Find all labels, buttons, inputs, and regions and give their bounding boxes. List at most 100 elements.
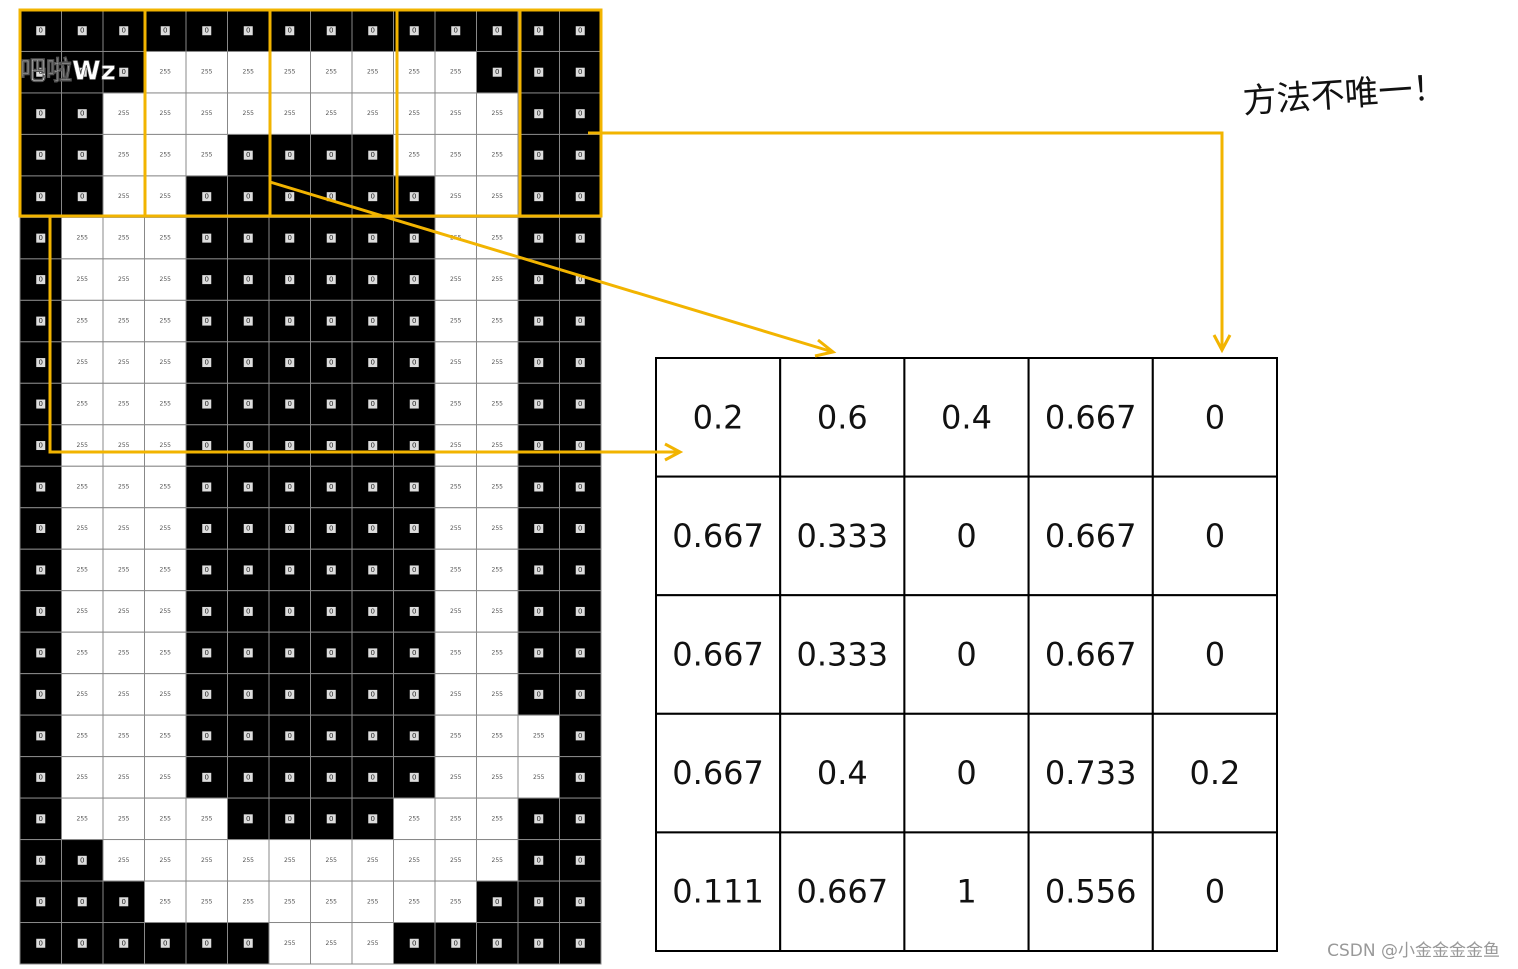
matrix-value: 0.333 — [796, 517, 888, 555]
pixel-value: 0 — [246, 939, 250, 947]
pixel-value: 255 — [492, 110, 504, 117]
pixel-value: 255 — [450, 110, 462, 117]
pixel-value: 255 — [492, 815, 504, 822]
pixel-cell — [434, 299, 477, 343]
footer-watermark: CSDN @小金金金金鱼 — [1327, 941, 1500, 961]
pixel-badge — [285, 772, 295, 782]
pixel-value: 0 — [246, 524, 250, 532]
pixel-value: 0 — [578, 773, 582, 781]
pixel-badge — [119, 938, 129, 948]
pixel-badge — [202, 316, 212, 326]
pixel-value: 0 — [205, 234, 209, 242]
pixel-value: 0 — [537, 68, 541, 76]
pixel-value: 255 — [450, 484, 462, 491]
pixel-value: 0 — [122, 68, 126, 76]
pixel-value: 255 — [326, 898, 338, 905]
pixel-cell — [351, 880, 394, 924]
pixel-value: 0 — [80, 27, 84, 35]
pixel-badge — [575, 814, 585, 824]
pixel-cell — [559, 922, 602, 965]
pixel-value: 0 — [371, 234, 375, 242]
arrow-head — [664, 442, 684, 462]
pixel-value: 255 — [160, 691, 172, 698]
pixel-badge — [243, 938, 253, 948]
pixel-value: 0 — [39, 68, 43, 76]
matrix-value: 0 — [956, 517, 976, 555]
pixel-badge — [451, 26, 461, 36]
pixel-badge — [285, 648, 295, 658]
pixel-value: 0 — [329, 27, 333, 35]
matrix-value: 0 — [1205, 873, 1225, 911]
pixel-value: 0 — [80, 151, 84, 159]
pixel-value: 255 — [118, 442, 130, 449]
matrix-value: 0.667 — [672, 754, 764, 792]
pixel-value: 0 — [80, 110, 84, 118]
pixel-badge — [202, 26, 212, 36]
pixel-value: 255 — [201, 815, 213, 822]
pixel-badge — [409, 731, 419, 741]
matrix-value: 0.111 — [672, 873, 764, 911]
matrix-value: 0.4 — [817, 754, 868, 792]
pixel-badge — [368, 26, 378, 36]
pixel-value: 255 — [77, 235, 89, 242]
pixel-value: 0 — [329, 732, 333, 740]
pixel-cell — [310, 50, 353, 94]
pixel-value: 255 — [243, 69, 255, 76]
pixel-value: 0 — [371, 151, 375, 159]
pixel-badge — [368, 814, 378, 824]
pixel-badge — [36, 441, 46, 451]
pixel-grid: 0 0 0 0 0 0 0 0 0 0 0 0 0 0 0 0 0 255 255 255 255 255 255 255 25… — [19, 9, 602, 965]
pixel-value: 255 — [492, 525, 504, 532]
pixel-badge — [77, 67, 87, 77]
arrow — [48, 216, 680, 454]
pixel-value: 0 — [371, 732, 375, 740]
pixel-value: 255 — [492, 442, 504, 449]
pixel-cell — [476, 548, 519, 592]
pixel-badge — [326, 192, 336, 202]
pixel-value: 0 — [329, 566, 333, 574]
pixel-badge — [575, 67, 585, 77]
pixel-value: 0 — [39, 524, 43, 532]
pixel-value: 0 — [205, 276, 209, 284]
pixel-value: 255 — [201, 857, 213, 864]
pixel-badge — [534, 192, 544, 202]
pixel-value: 0 — [288, 607, 292, 615]
matrix-value: 0 — [956, 754, 976, 792]
pixel-badge — [77, 192, 87, 202]
matrix-cell — [779, 712, 906, 834]
matrix-value: 0.667 — [672, 636, 764, 674]
pixel-cell — [434, 133, 477, 177]
pixel-badge — [409, 565, 419, 575]
pixel-value: 0 — [39, 151, 43, 159]
pixel-value: 0 — [578, 400, 582, 408]
pixel-value: 255 — [326, 940, 338, 947]
pixel-value: 0 — [329, 151, 333, 159]
pixel-value: 0 — [329, 317, 333, 325]
pixel-value: 255 — [492, 608, 504, 615]
pixel-value: 255 — [492, 649, 504, 656]
pixel-value: 0 — [39, 483, 43, 491]
pixel-value: 0 — [39, 110, 43, 118]
pixel-cell — [434, 424, 477, 467]
matrix-value: 0 — [1205, 517, 1225, 555]
matrix-value: 1 — [956, 873, 976, 911]
pixel-value: 255 — [492, 193, 504, 200]
pixel-badge — [243, 399, 253, 409]
matrix-value: 0.2 — [1189, 754, 1240, 792]
pixel-value: 0 — [39, 856, 43, 864]
pixel-badge — [534, 814, 544, 824]
pixel-value: 0 — [39, 27, 43, 35]
pixel-value: 0 — [80, 68, 84, 76]
pixel-value: 255 — [450, 69, 462, 76]
pixel-badge — [368, 275, 378, 285]
pixel-value: 0 — [39, 234, 43, 242]
pixel-badge — [409, 192, 419, 202]
pixel-value: 255 — [450, 649, 462, 656]
pixel-value: 255 — [77, 359, 89, 366]
pixel-value: 0 — [205, 690, 209, 698]
pixel-value: 255 — [409, 815, 421, 822]
pixel-badge — [409, 399, 419, 409]
pixel-value: 0 — [537, 607, 541, 615]
pixel-badge — [575, 565, 585, 575]
pixel-value: 0 — [537, 856, 541, 864]
